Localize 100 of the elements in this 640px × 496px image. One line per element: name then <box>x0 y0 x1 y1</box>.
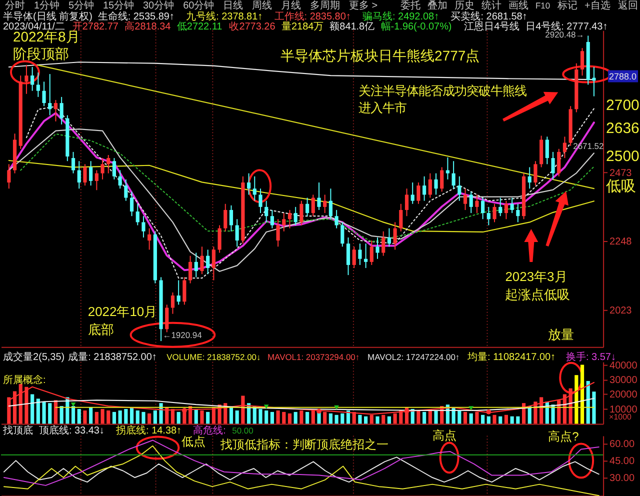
candlestick <box>48 74 52 116</box>
chart-title: 半导体(日线 前复权) <box>2 10 92 22</box>
chart-title: 找顶底 <box>2 424 33 437</box>
candlestick <box>36 72 40 98</box>
candlestick <box>557 148 561 177</box>
candlestick <box>545 136 549 165</box>
y-tick-label: 45.00 <box>610 456 635 468</box>
bar <box>142 412 146 424</box>
candlestick <box>200 246 204 275</box>
text: 低吸 <box>606 178 636 196</box>
annotation: 高点 <box>432 428 456 443</box>
candlestick <box>364 243 368 269</box>
candlestick <box>404 188 409 217</box>
y-tick-label: 30.00 <box>610 473 635 484</box>
y-tick-label: 10000 <box>610 404 638 416</box>
y-axis-title: ×1000 <box>609 412 632 422</box>
bar <box>340 413 344 424</box>
candlestick <box>481 197 485 220</box>
bar <box>516 416 520 424</box>
annotation: 起涨点低吸 <box>505 286 570 302</box>
candlestick <box>328 188 332 220</box>
bar <box>492 414 496 424</box>
bar <box>112 412 116 424</box>
candlestick <box>440 166 444 192</box>
ref-line-label: 50.00 <box>232 426 254 436</box>
candlestick <box>551 151 555 180</box>
bar <box>60 406 64 424</box>
text: +自选 <box>584 0 610 12</box>
bar <box>148 413 152 424</box>
bar <box>176 412 180 424</box>
annotation: 幅-1.96(-0.07%) <box>380 20 452 32</box>
candlestick <box>148 228 152 250</box>
candlestick <box>393 222 397 250</box>
text: 标记 <box>556 0 578 12</box>
bar <box>270 412 274 424</box>
line-series <box>8 160 595 233</box>
annotation: 高2818.34 <box>124 20 172 32</box>
bar <box>592 392 596 424</box>
annotation: 量2184万 <box>281 21 324 32</box>
candlestick <box>492 203 496 223</box>
annotation: 进入牛市 <box>358 101 406 116</box>
annotation: 江恩日4号线 <box>464 20 520 32</box>
candlestick <box>188 255 192 284</box>
candlestick <box>60 96 64 125</box>
candlestick <box>71 151 76 174</box>
text: 委托 <box>400 0 421 12</box>
text: 多周期 <box>310 0 340 12</box>
text: 30分钟 <box>143 0 174 12</box>
candlestick <box>94 170 98 191</box>
text: VOLUME: 21838752.00↓ <box>166 352 261 362</box>
point <box>264 404 269 409</box>
bar <box>434 410 438 424</box>
candlestick <box>136 203 140 226</box>
bar <box>48 403 52 424</box>
bar <box>294 412 298 424</box>
annotation: 成量: 21838752.00↑ <box>68 350 157 363</box>
text: 骗马线: 2492.08↑ <box>362 10 440 22</box>
y-tick-label: 40000 <box>610 360 638 372</box>
text: 叠加 <box>428 0 448 12</box>
line-series <box>8 398 595 412</box>
candlestick <box>54 99 58 122</box>
annotation: 2022年10月 <box>88 304 158 319</box>
candlestick <box>469 191 473 214</box>
candlestick <box>300 200 304 226</box>
bar <box>334 414 338 424</box>
bar <box>83 410 87 424</box>
annotation: 找顶低指标：判断顶底绝招之一 <box>220 438 389 452</box>
text: 60分钟 <box>183 0 214 12</box>
candlestick <box>340 222 344 248</box>
bar <box>229 408 234 424</box>
text: 返回 <box>618 0 638 12</box>
chart-title: 成交量2(5,35) <box>2 350 65 363</box>
annotation: 日4号线: 2777.43↑ <box>526 20 608 32</box>
annotation: 底部 <box>88 322 114 337</box>
candlestick <box>112 158 116 180</box>
candlestick <box>130 191 134 217</box>
bar <box>100 408 104 424</box>
candlestick <box>270 209 274 229</box>
candlestick <box>387 228 391 248</box>
bar <box>42 402 46 424</box>
bar <box>305 412 310 424</box>
bar <box>206 412 210 424</box>
text: 画线 <box>508 0 529 12</box>
candlestick <box>580 48 584 76</box>
text: 统计 <box>482 0 502 12</box>
annotation: 换手: 3.57↓ <box>566 350 616 363</box>
candlestick <box>118 170 122 190</box>
candlestick <box>358 243 362 266</box>
text: 买卖线: 2681.58↑ <box>450 10 528 22</box>
candlestick <box>42 81 46 107</box>
annotation: 高危线: <box>193 424 226 437</box>
bar <box>498 416 502 424</box>
text: 历史 <box>454 0 475 12</box>
bar <box>258 408 262 424</box>
bar <box>510 416 514 424</box>
candlestick <box>434 172 438 196</box>
candlestick <box>305 197 310 217</box>
candlestick <box>282 212 286 232</box>
bar <box>276 410 280 424</box>
point <box>334 405 339 410</box>
